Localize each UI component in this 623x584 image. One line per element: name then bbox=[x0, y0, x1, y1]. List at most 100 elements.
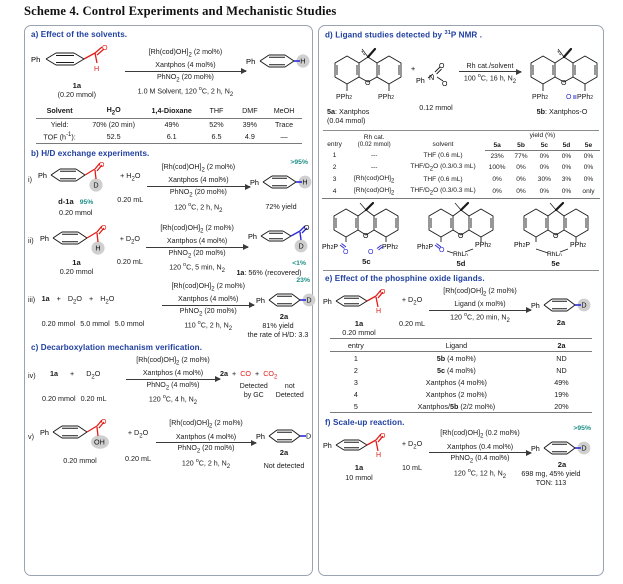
panel-c-v-reagent: + D2O 0.20 mL bbox=[120, 428, 156, 463]
svg-text:Ph: Ph bbox=[531, 301, 540, 310]
amt-0: 0.20 mmol bbox=[41, 319, 76, 329]
nitrobenzene-structure: + Ph N O O bbox=[411, 63, 448, 88]
deuterium-label: D bbox=[93, 181, 98, 190]
product-h-label: H bbox=[301, 57, 306, 66]
rhodium-label: RhLn bbox=[453, 251, 468, 258]
cond-line-0: [Rh(cod)OH]2 (2 mol%) bbox=[148, 48, 223, 59]
amount-5a: (0.04 mmol) bbox=[327, 115, 366, 125]
panel-e-substrate-label: 1a bbox=[354, 318, 364, 328]
product-d-label: D bbox=[581, 300, 586, 309]
oxygen-label: O bbox=[102, 43, 108, 52]
deuterated-aldehyde-structure: Ph O D bbox=[38, 162, 105, 192]
reaction-arrow bbox=[156, 439, 257, 446]
panel-f-product-label: 2a bbox=[557, 459, 567, 469]
cell-entry: 3 bbox=[353, 377, 358, 387]
benzaldehyde-structure: Ph O H bbox=[31, 43, 108, 73]
xantphos-structure-5a: O PPh2 PPh2 5a: Xantphos (0.04 mmol) bbox=[323, 43, 413, 125]
svg-text:Ph: Ph bbox=[250, 178, 259, 187]
cell-y5c: 0% bbox=[539, 163, 550, 171]
panel-b-ii-reagent-amount: 0.20 mL bbox=[116, 257, 143, 267]
cell-ligand: Xantphos (2 mol%) bbox=[425, 389, 487, 399]
th-entry: entry bbox=[327, 140, 342, 148]
svg-text:Ph2P: Ph2P bbox=[514, 242, 530, 249]
cell-y5b: 0% bbox=[516, 176, 526, 184]
panel-b-ii-reagent: + D2O 0.20 mL bbox=[114, 234, 147, 267]
reaction-arrow bbox=[459, 68, 522, 75]
product-h-label: H bbox=[302, 177, 307, 186]
structure-5c: O Ph2P PPh2 O O 5c bbox=[320, 200, 412, 268]
highlight-circle bbox=[296, 54, 310, 68]
reaction-arrow bbox=[429, 449, 532, 456]
label-5e: 5e bbox=[551, 259, 560, 269]
cell-ligand: 5c (4 mol%) bbox=[436, 365, 476, 375]
product-co: CO bbox=[240, 368, 251, 378]
panel-e-product-label: 2a bbox=[556, 317, 566, 327]
panel-b-i-note: 72% yield bbox=[265, 201, 297, 211]
product-d-label: D bbox=[581, 443, 586, 452]
label-5d: 5d bbox=[456, 259, 466, 269]
cell-y5e: 0% bbox=[583, 176, 594, 184]
table-row: 2 5c (4 mol%) ND bbox=[330, 364, 592, 376]
panel-b-iii-pct: 23% bbox=[296, 277, 310, 285]
row-label: Yield: bbox=[50, 120, 69, 130]
panel-a-reaction: Ph O H bbox=[29, 41, 312, 100]
panel-c-v-product: Ph D 2a Not detected bbox=[256, 422, 312, 470]
panel-f-substrate: Ph O H 1a 10 mmol bbox=[323, 429, 395, 481]
oxide-o-right: O bbox=[368, 249, 374, 256]
phosphine-oxide-o: O bbox=[566, 94, 572, 101]
reaction-arrow bbox=[124, 68, 247, 75]
nitrobenzene-reactant: + Ph N O O 0.12 mmol bbox=[411, 61, 459, 112]
svg-text:O: O bbox=[561, 80, 567, 87]
panel-f-conditions: [Rh(cod)OH]2 (0.2 mol%) Xantphos (0.4 mo… bbox=[429, 428, 532, 481]
th-5d: 5d bbox=[556, 140, 577, 152]
panel-c-v-note: Not detected bbox=[263, 460, 305, 470]
panel-d-conditions: Rh cat./solvent 100 oC, 16 h, N2 bbox=[459, 61, 522, 87]
panel-c-v-conditions: [Rh(cod)OH]2 (2 mol%) Xantphos (4 mol%) … bbox=[156, 418, 257, 471]
ph-label: Ph bbox=[31, 55, 40, 64]
panel-a-substrate-label: 1a bbox=[72, 81, 82, 90]
th-solvent: solvent bbox=[432, 140, 454, 148]
xantphos-oxide-structure-5b: O PPh2 PPh2 O 5b: Xantph bbox=[521, 43, 603, 116]
panel-e-heading: e) Effect of the phosphine oxide ligands… bbox=[325, 273, 485, 283]
cond-rh-cat: Rh cat./solvent bbox=[466, 61, 514, 70]
reaction-arrow bbox=[162, 302, 255, 309]
xantphos-rh-skeleton: O Ph2P PPh2 RhLn bbox=[514, 202, 589, 258]
cell-y5c: 0% bbox=[532, 185, 557, 200]
amt-2: 5.0 mmol bbox=[114, 319, 145, 329]
svg-text:Ph2P: Ph2P bbox=[322, 244, 338, 251]
panel-d-reaction: O PPh2 PPh2 5a: Xantphos (0.04 mmol) bbox=[323, 43, 603, 125]
svg-text:PPh2: PPh2 bbox=[532, 94, 548, 101]
panel-b-ii-substrate-amount: 0.20 mmol bbox=[59, 267, 94, 277]
panel-c-v-reagent-amount: 0.20 mL bbox=[125, 454, 151, 464]
svg-text:N: N bbox=[429, 73, 434, 82]
product-2a: 2a bbox=[220, 368, 228, 378]
panel-a-solvent-table: Solvent H2O 1,4-Dioxane THF DMF MeOH Yie… bbox=[35, 103, 302, 145]
cell-entry: 2 bbox=[353, 365, 358, 375]
panel-a-substrate: Ph O H bbox=[29, 41, 125, 99]
panel-b-ii-substrate: Ph O H 1a 0.20 mmol bbox=[40, 222, 114, 276]
cell-tof-h2o: 52.5 bbox=[83, 130, 144, 145]
panel-a-heading: a) Effect of the solvents. bbox=[31, 30, 128, 39]
table-header-group: entry Rh cat. (0.02 mmol) solvent yield (… bbox=[322, 131, 600, 148]
panel-b-iii-note1: 81% yield bbox=[262, 320, 294, 330]
cell-solvent: THF/D2O (0.3/0.3 mL) bbox=[401, 185, 485, 200]
svg-text:O: O bbox=[458, 233, 464, 240]
cond-line-1: Xantphos (4 mol%) bbox=[155, 61, 216, 70]
cell-y5c: 0% bbox=[539, 152, 550, 160]
panel-b-iii-note2: the rate of H/D: 3.3 bbox=[247, 329, 309, 339]
panel-e-substrate: Ph O H 1a 0.20 mmol bbox=[323, 285, 395, 337]
panel-f-note1: 698 mg, 45% yield bbox=[521, 469, 581, 479]
panel-a-product: Ph H bbox=[246, 45, 312, 75]
cell-ligand: Xantphos/5b (2/2 mol%) bbox=[381, 400, 531, 414]
cell-entry: 5 bbox=[330, 400, 382, 414]
cell-y5e: only bbox=[576, 185, 600, 200]
panel-b-i-substrate: Ph O D d-1a 95% bbox=[38, 159, 114, 216]
reaction-arrow bbox=[146, 243, 249, 250]
panel-b-i-reagent-amount: 0.20 mL bbox=[117, 194, 144, 204]
co-note: Detected by GC bbox=[239, 383, 268, 399]
svg-text:O: O bbox=[380, 289, 386, 296]
oxide-o-left: O bbox=[343, 249, 349, 256]
reactant-1a: 1a bbox=[41, 294, 50, 304]
svg-text:PPh2: PPh2 bbox=[382, 244, 398, 251]
ph-label: Ph bbox=[246, 57, 255, 66]
